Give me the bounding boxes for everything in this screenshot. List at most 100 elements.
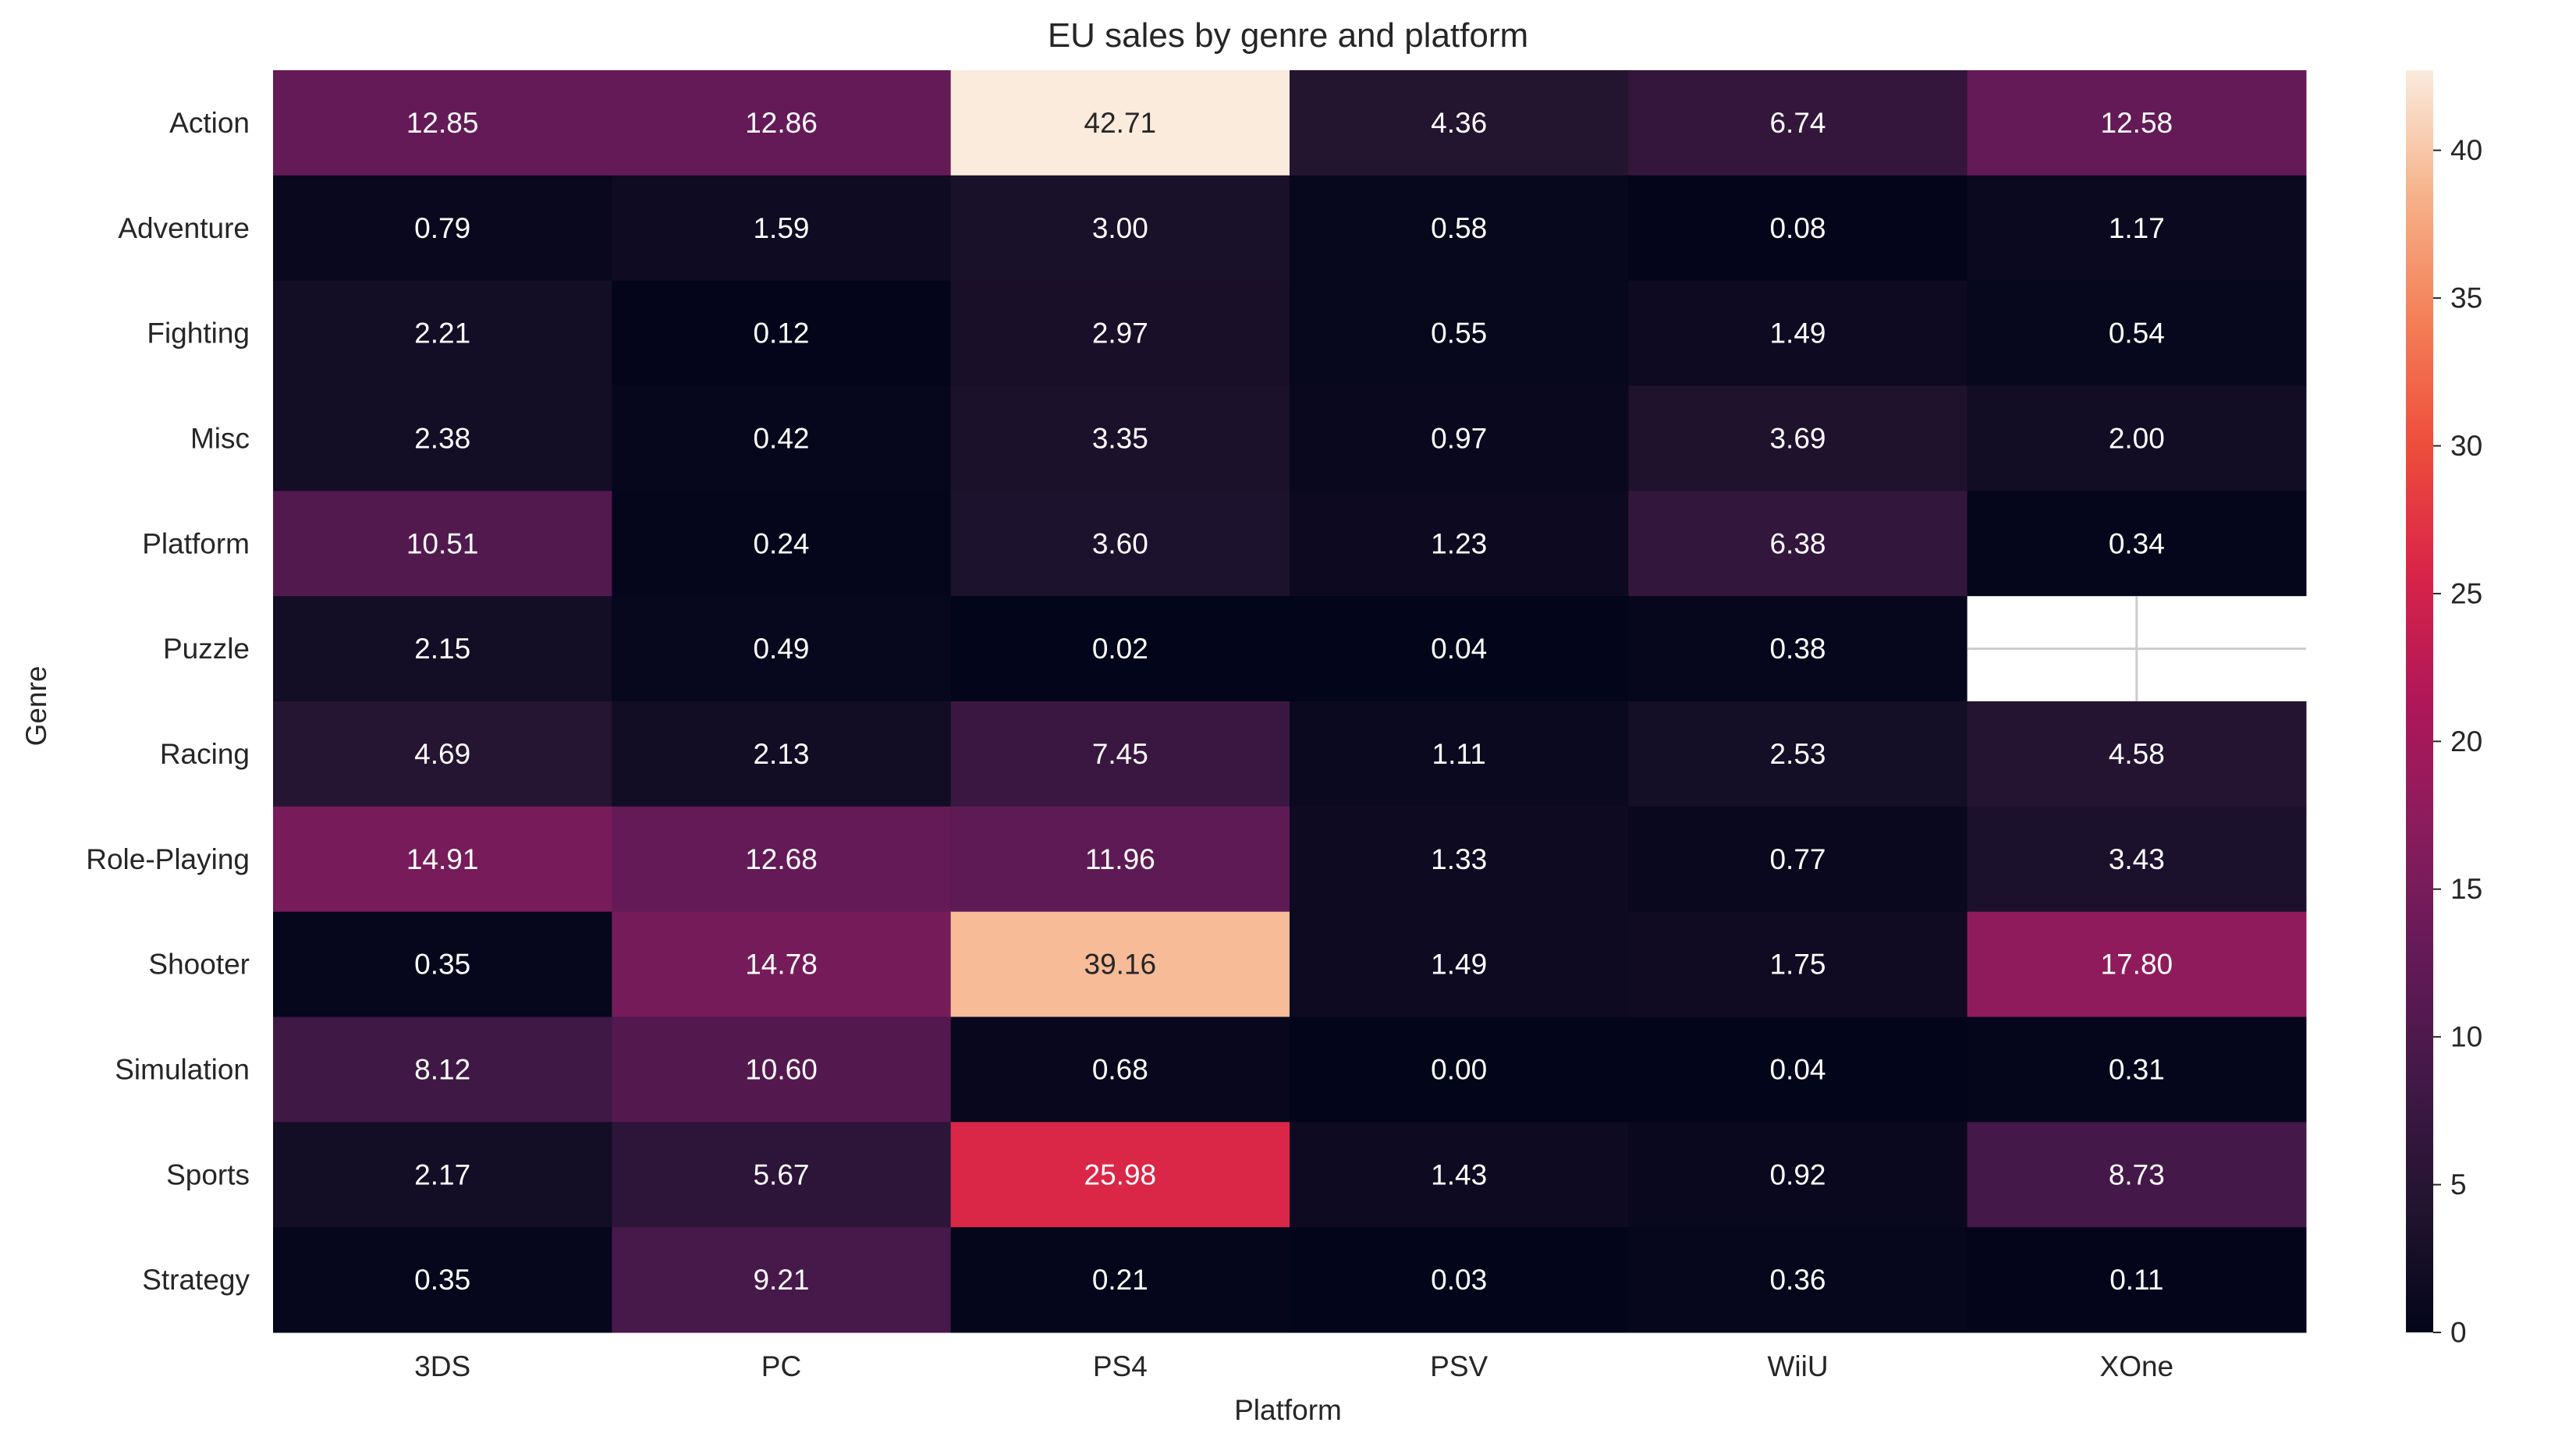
heatmap-cell	[273, 385, 612, 491]
cell-value-label: 1.23	[1431, 527, 1487, 559]
cell-value-label: 0.08	[1769, 212, 1826, 244]
cell-value-label: 12.68	[745, 843, 818, 875]
heatmap-cell	[1290, 911, 1629, 1017]
heatmap-cell	[1628, 175, 1968, 282]
x-tick-label: XOne	[2100, 1350, 2174, 1382]
colorbar: 0 5 10 15 20 25 30 35 40	[2406, 70, 2482, 1349]
cell-value-label: 0.77	[1769, 843, 1826, 875]
heatmap-cell	[1967, 385, 2307, 491]
heatmap-cell	[950, 491, 1290, 597]
heatmap-cell	[273, 1227, 612, 1333]
y-tick-label: Misc	[190, 422, 250, 454]
cell-value-label: 6.38	[1769, 527, 1826, 559]
heatmap-cell	[950, 1016, 1290, 1123]
heatmap-cell	[1290, 385, 1629, 491]
cell-value-label: 0.97	[1431, 422, 1487, 454]
cell-value-label: 0.42	[753, 422, 809, 454]
cell-value-label: 7.45	[1092, 738, 1148, 770]
heatmap-cell	[612, 280, 952, 386]
y-tick-label: Action	[169, 107, 250, 139]
heatmap-cell	[273, 175, 612, 282]
cell-value-label: 2.17	[414, 1158, 470, 1190]
colorbar-tick-label: 0	[2450, 1317, 2467, 1349]
y-tick-label: Adventure	[118, 212, 250, 244]
x-axis-label: Platform	[1234, 1394, 1342, 1426]
heatmap-cell	[1290, 175, 1629, 282]
cell-value-label: 12.86	[745, 107, 818, 139]
cell-value-label: 0.49	[753, 633, 809, 665]
heatmap-cell	[612, 1122, 952, 1228]
cell-value-label: 14.78	[745, 949, 818, 981]
colorbar-tick-label: 5	[2450, 1169, 2467, 1201]
y-tick-label: Racing	[160, 738, 250, 770]
cell-value-label: 2.15	[414, 633, 470, 665]
cell-value-label: 2.13	[753, 738, 809, 770]
heatmap-cell	[273, 491, 612, 597]
heatmap-cell	[273, 280, 612, 386]
chart-title: EU sales by genre and platform	[1048, 16, 1528, 55]
cell-value-label: 3.60	[1092, 527, 1148, 559]
heatmap-cell	[1967, 491, 2307, 597]
heatmap-cell	[1628, 806, 1968, 913]
heatmap-cell	[1290, 701, 1629, 807]
heatmap-cell	[612, 491, 952, 597]
colorbar-tick-label: 20	[2450, 726, 2482, 757]
y-tick-label: Fighting	[147, 318, 250, 349]
heatmap-cell	[612, 806, 952, 913]
colorbar-tick-label: 25	[2450, 577, 2482, 609]
cell-labels: 12.85 12.86 42.71 4.36 6.74 12.58 0.79 1.59 3.00…	[406, 107, 2173, 1296]
cell-value-label: 0.35	[414, 949, 470, 981]
cell-value-label: 0.54	[2109, 318, 2165, 349]
cell-value-label: 0.02	[1092, 633, 1148, 665]
cell-value-label: 3.00	[1092, 212, 1148, 244]
heatmap-cell	[1967, 175, 2307, 282]
heatmap-cell	[1967, 701, 2307, 807]
cell-value-label: 10.51	[406, 527, 479, 559]
cell-value-label: 0.35	[414, 1264, 470, 1296]
cell-value-label: 1.49	[1769, 318, 1826, 349]
cell-value-label: 3.35	[1092, 422, 1148, 454]
heatmap-cell	[1967, 70, 2307, 176]
x-tick-label: WiiU	[1767, 1350, 1828, 1382]
y-tick-labels: Action Adventure Fighting Misc Platform Puzzl…	[86, 107, 250, 1296]
heatmap-cell	[1967, 1227, 2307, 1333]
heatmap-cell	[1290, 806, 1629, 913]
heatmap-cell	[1628, 70, 1968, 176]
cell-value-label: 8.12	[414, 1053, 470, 1085]
cell-value-label: 42.71	[1084, 107, 1157, 139]
heatmap-cell	[950, 1122, 1290, 1228]
cell-value-label: 17.80	[2101, 949, 2173, 981]
y-tick-label: Sports	[166, 1158, 250, 1190]
cell-value-label: 0.21	[1092, 1264, 1148, 1296]
y-tick-label: Simulation	[115, 1053, 250, 1085]
cell-value-label: 2.97	[1092, 318, 1148, 349]
cell-value-label: 2.38	[414, 422, 470, 454]
cell-value-label: 1.75	[1769, 949, 1826, 981]
heatmap-cell	[950, 806, 1290, 913]
heatmap-cell	[1967, 1016, 2307, 1123]
colorbar-tick-label: 10	[2450, 1021, 2482, 1053]
cell-value-label: 0.03	[1431, 1264, 1487, 1296]
cell-value-label: 4.58	[2109, 738, 2165, 770]
heatmap-cell	[612, 1016, 952, 1123]
heatmap-cell	[950, 596, 1290, 702]
cell-value-label: 3.43	[2109, 843, 2165, 875]
cell-value-label: 0.31	[2109, 1053, 2165, 1085]
colorbar-gradient	[2406, 70, 2433, 1332]
heatmap-cell	[950, 911, 1290, 1017]
heatmap-cell	[1628, 280, 1968, 386]
cell-value-label: 0.12	[753, 318, 809, 349]
heatmap-cell	[1290, 70, 1629, 176]
heatmap-cell	[1967, 806, 2307, 913]
heatmap-cell	[1967, 911, 2307, 1017]
cell-value-label: 9.21	[753, 1264, 809, 1296]
heatmap-cell	[1290, 280, 1629, 386]
cell-value-label: 8.73	[2109, 1158, 2165, 1190]
heatmap-cell	[1628, 1227, 1968, 1333]
heatmap-cell	[612, 175, 952, 282]
cell-value-label: 2.21	[414, 318, 470, 349]
cell-value-label: 0.55	[1431, 318, 1487, 349]
cell-value-label: 0.36	[1769, 1264, 1826, 1296]
cell-value-label: 2.53	[1769, 738, 1826, 770]
